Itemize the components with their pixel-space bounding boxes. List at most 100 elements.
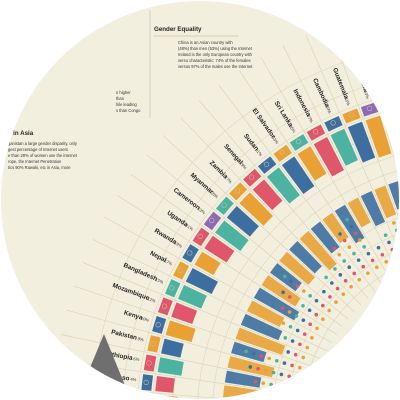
dot-mark bbox=[290, 339, 295, 343]
dot-mark bbox=[314, 312, 319, 317]
dot-mark bbox=[334, 300, 338, 304]
ring-arc bbox=[91, 39, 399, 399]
country-percent: 31% bbox=[254, 147, 263, 157]
dot-mark bbox=[308, 322, 313, 327]
country-label: Ethiopia bbox=[107, 351, 133, 362]
dot-mark bbox=[271, 370, 276, 375]
marker-circle bbox=[161, 303, 168, 309]
dot-mark bbox=[253, 379, 258, 384]
inner-bar bbox=[347, 197, 371, 228]
dot-mark bbox=[327, 261, 332, 265]
country-percent: 27% bbox=[224, 175, 234, 185]
spoke-line bbox=[282, 44, 399, 278]
dot-mark bbox=[366, 271, 370, 275]
ring-segment bbox=[147, 335, 161, 353]
inner-bar bbox=[246, 300, 285, 327]
country-percent: 43% bbox=[363, 90, 370, 100]
inner-bar bbox=[360, 191, 386, 227]
dot-mark bbox=[333, 267, 337, 271]
left-note-line-5: tics 90% Rawaki, etc in Asia, more bbox=[8, 165, 71, 170]
spoke-line bbox=[328, 24, 399, 270]
ring-segment bbox=[306, 124, 326, 141]
left-note-line-2: gest percentage of Internet users bbox=[8, 147, 68, 152]
country-percent: 35% bbox=[288, 124, 297, 134]
outer-bar bbox=[226, 206, 259, 237]
intro-line-1: China is an Asian country with bbox=[178, 40, 233, 45]
marker-circle bbox=[169, 285, 175, 291]
dot-mark bbox=[380, 252, 385, 257]
dot-mark bbox=[279, 372, 284, 377]
ring-arc bbox=[211, 159, 399, 399]
dot-mark bbox=[328, 295, 332, 299]
marker-circle bbox=[155, 322, 161, 328]
outer-bar bbox=[313, 136, 345, 177]
ring-segment bbox=[360, 102, 379, 117]
dot-mark bbox=[393, 255, 398, 259]
ring-segment bbox=[143, 354, 157, 372]
dot-mark bbox=[324, 275, 328, 280]
ring-segment bbox=[379, 97, 398, 111]
ring-arc bbox=[271, 219, 399, 399]
left-note-title: s in Asia bbox=[8, 130, 34, 137]
dot-mark bbox=[281, 290, 285, 295]
spoke-line bbox=[92, 239, 328, 352]
marker-circle bbox=[249, 174, 255, 180]
dot-mark bbox=[395, 228, 399, 233]
ring-arc bbox=[136, 84, 399, 399]
dot-mark bbox=[261, 381, 266, 385]
country-percent: 45% bbox=[383, 84, 390, 94]
left-note-line-4: rope, the Internet Penetration bbox=[8, 159, 62, 164]
dot-mark bbox=[264, 368, 268, 373]
left-top-line-1: n higher bbox=[116, 90, 131, 95]
outer-bar bbox=[161, 338, 184, 358]
inner-bar bbox=[310, 221, 340, 254]
outer-bar bbox=[297, 146, 327, 181]
inner-bar bbox=[224, 370, 262, 388]
country-percent: 19% bbox=[173, 240, 183, 249]
country-percent: 25% bbox=[210, 190, 220, 199]
outer-bar bbox=[365, 115, 392, 158]
dot-mark bbox=[297, 365, 302, 370]
spoke-line bbox=[162, 135, 355, 312]
dot-mark bbox=[277, 384, 281, 388]
dot-mark bbox=[387, 240, 391, 245]
dot-mark bbox=[267, 394, 272, 399]
spoke-line bbox=[73, 285, 321, 370]
ring-segment bbox=[192, 227, 210, 247]
spoke-line bbox=[305, 34, 399, 274]
country-percent: 17% bbox=[163, 258, 173, 266]
country-label: Tanzania bbox=[101, 395, 129, 400]
marker-circle bbox=[197, 233, 203, 239]
dot-mark bbox=[349, 284, 353, 289]
dot-mark bbox=[322, 289, 326, 294]
dot-mark bbox=[347, 265, 352, 270]
dot-mark bbox=[305, 345, 310, 350]
outer-bar bbox=[266, 167, 300, 204]
marker-circle bbox=[263, 161, 270, 167]
ring-segment bbox=[229, 182, 248, 201]
spoke-line bbox=[116, 195, 337, 335]
dot-mark bbox=[269, 382, 273, 387]
marker-circle bbox=[348, 112, 354, 118]
ring-segment bbox=[257, 156, 277, 174]
ring-segment bbox=[324, 115, 343, 132]
dot-mark bbox=[280, 306, 285, 310]
marker-circle bbox=[143, 379, 149, 385]
ring-arc bbox=[151, 99, 399, 399]
dot-mark bbox=[293, 352, 298, 357]
left-top-line-2: than bbox=[116, 96, 125, 101]
spoke-line bbox=[180, 117, 362, 305]
outer-bar bbox=[239, 192, 274, 226]
country-percent: 10% bbox=[140, 316, 150, 323]
chart-title: Gender Equality bbox=[154, 26, 202, 33]
dot-mark bbox=[282, 274, 287, 279]
dot-mark bbox=[294, 299, 299, 304]
outer-bar bbox=[157, 357, 184, 376]
dot-mark bbox=[335, 286, 340, 291]
ring-arc bbox=[196, 144, 399, 399]
marker-circle bbox=[234, 188, 241, 194]
ring-segment bbox=[165, 279, 181, 298]
country-percent: 29% bbox=[239, 161, 249, 171]
inner-bar bbox=[299, 230, 337, 271]
